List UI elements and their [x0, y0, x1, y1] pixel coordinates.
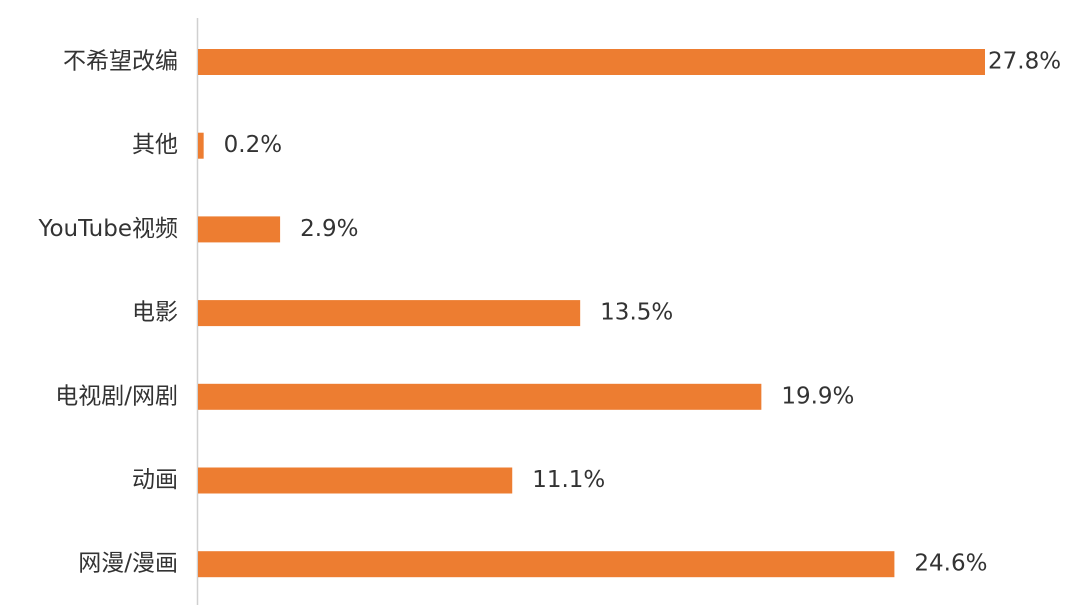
value-label: 24.6% [914, 551, 987, 577]
value-label: 0.2% [224, 132, 282, 158]
value-label: 2.9% [300, 216, 358, 242]
bar [198, 132, 204, 159]
value-label: 13.5% [600, 300, 673, 326]
bar [198, 467, 513, 494]
category-label: 电影 [132, 300, 178, 326]
bar [198, 383, 762, 410]
category-label: 电视剧/网剧 [55, 383, 178, 409]
category-label: 动画 [132, 467, 178, 493]
bar [198, 300, 581, 327]
bar [198, 49, 985, 75]
bar [198, 216, 281, 243]
value-label: 11.1% [532, 467, 605, 493]
value-label: 27.8% [988, 49, 1061, 75]
value-label: 19.9% [781, 383, 854, 409]
category-label: YouTube视频 [37, 216, 178, 242]
bar [198, 551, 895, 578]
category-label: 不希望改编 [63, 49, 178, 75]
category-label: 网漫/漫画 [78, 551, 178, 577]
category-label: 其他 [132, 132, 178, 158]
